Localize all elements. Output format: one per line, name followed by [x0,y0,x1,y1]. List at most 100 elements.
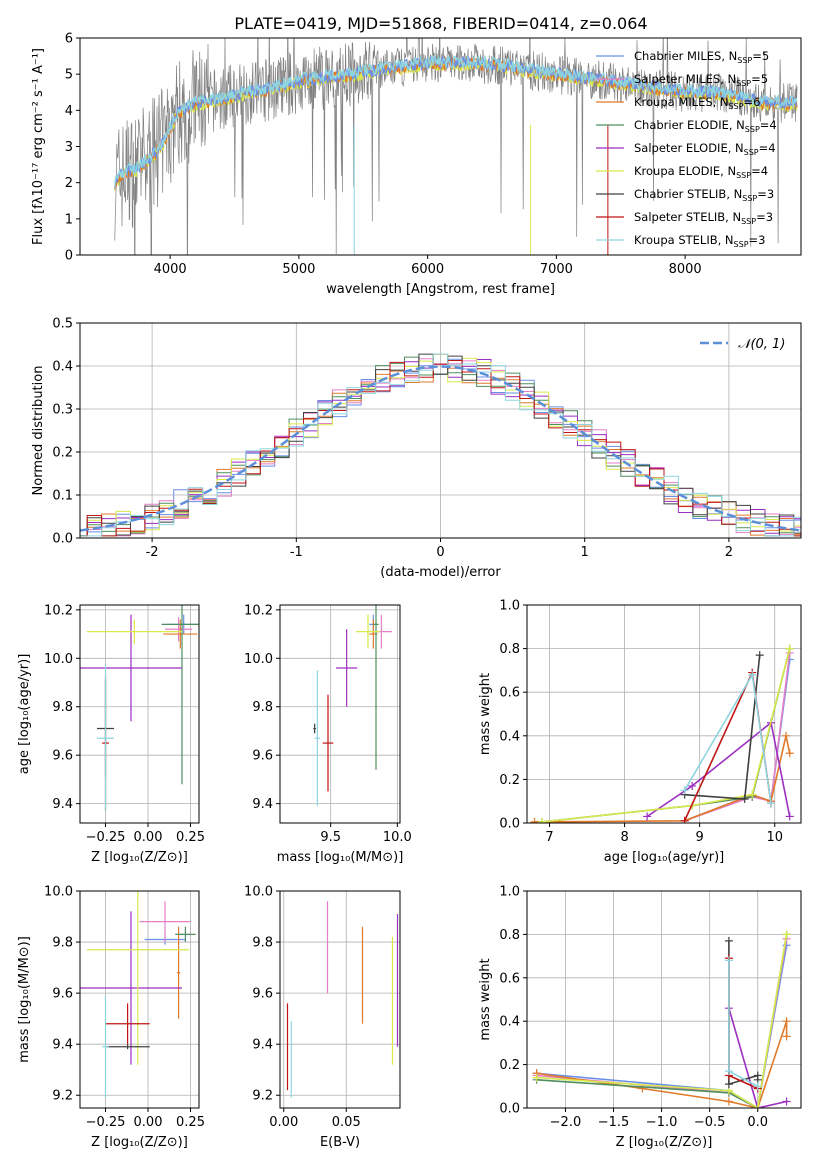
mass_vs_ebv-plot-area [286,901,399,1098]
legend-label-text: Salpeter STELIB, N [634,210,741,224]
y-tick-label: 9.4 [252,1038,273,1053]
legend-label-salpeter_miles: Salpeter MILES, NSSP=5 [634,72,768,88]
legend-label-tail: =3 [749,233,766,247]
y-tick-label: 1 [65,212,73,227]
x-tick-label: 6000 [411,262,444,277]
legend-label-salpeter_stelib: Salpeter STELIB, NSSP=3 [634,210,773,226]
legend-label-sub: SSP [741,217,756,226]
weight-marker-kroupa_stelib [724,956,733,965]
y-tick-label: 9.6 [252,749,273,764]
weight-marker-chabrier_stelib [740,795,749,804]
histogram-kroupa_stelib [80,353,801,537]
weight-marker-kroupa_miles [781,731,790,740]
legend-label-text: Salpeter MILES, N [634,72,736,86]
weight-marker-kroupa_elodie [532,1073,541,1082]
y-tick-label: 0.8 [499,642,520,657]
weight-marker-kroupa_elodie [538,817,547,823]
y-tick-label: 0.0 [52,532,73,547]
x-tick-label: 0.00 [134,830,163,845]
legend-label-text: Kroupa ELODIE, N [634,164,736,178]
weight-marker-kroupa_elodie [782,930,791,939]
legend-label-tail: =6 [744,95,761,109]
y-tick-label: 1.0 [499,885,520,900]
y-tick-label: 0 [65,249,73,264]
weight-marker-kroupa_miles [724,1097,733,1106]
y-tick-label: 9.4 [52,797,73,812]
x-tick-label: 1 [581,545,589,560]
x-tick-label: 0 [436,545,444,560]
axes-frame [279,890,401,1109]
axes-frame [79,890,200,1109]
age_vs_Z-panel: −0.25 0.00 0.25 9.4 9.6 9.8 10.0 10.2 Z [log₁₀(Z… [17,603,205,865]
y-tick-label: 9.6 [252,987,273,1002]
y-tick-label: 0.3 [52,403,73,418]
legend-label-text: Kroupa STELIB, N [634,233,734,247]
weight-marker-chabrier_stelib [755,651,764,660]
weight-marker-chabrier_stelib [724,936,733,945]
spectrum-panel: 4000 5000 6000 7000 8000 0 1 2 3 4 5 6 wavelength [A… [31,32,802,297]
x-tick-label: 0.25 [176,830,205,845]
legend-label-text: Kroupa MILES, N [634,95,729,109]
residuals-plot-area [80,353,801,537]
x-tick-label: 5000 [282,262,315,277]
model-spectrum-kroupa_stelib [114,53,798,188]
x-tick-label: 0.0 [747,1115,768,1130]
y-tick-label: 1.0 [499,599,520,614]
normal-curve [80,365,801,532]
weight-line-salpeter_miles [684,652,791,822]
weight-marker-chabrier_stelib [724,1080,733,1089]
y-axis-label: Flux [fλ10⁻¹⁷ erg cm⁻² s⁻¹ A⁻¹] [31,48,46,245]
y-tick-label: 9.2 [52,1089,73,1104]
y-tick-label: 5 [65,68,73,83]
weight-marker-kroupa_stelib [724,1067,733,1076]
weight-marker-kroupa_elodie [748,790,757,799]
y-axis-label: Normed distribution [31,366,46,496]
residuals-panel: -2 -1 0 1 2 0.0 0.1 0.2 0.3 0.4 0.5 (data-model)/er… [31,317,802,580]
legend-label-sub: SSP [729,102,744,111]
weight-line-salpeter_elodie [646,721,791,818]
x-tick-label: 4000 [154,262,187,277]
weight-marker-kroupa_stelib [748,670,757,679]
weight-marker-kroupa_stelib [680,786,689,795]
y-tick-label: 9.8 [252,700,273,715]
weight_vs_age-panel: 7 8 9 10 0.0 0.2 0.4 0.6 0.8 1.0 age [log₁₀(age/yr… [478,599,802,865]
y-tick-label: 0.2 [52,446,73,461]
legend-label-text: Chabrier MILES, N [634,49,737,63]
y-tick-label: 6 [65,32,73,47]
spectrum-plot-area [114,38,798,255]
x-axis-label: age [log₁₀(age/yr)] [604,850,725,865]
y-tick-label: 10.0 [244,652,273,667]
weight-line-kroupa_elodie [541,648,791,823]
x-axis-label: Z [log₁₀(Z/Z⊙)] [91,1135,188,1150]
weight-line-salpeter_elodie [728,1007,787,1108]
x-tick-label: -1 [290,545,303,560]
axes-frame [79,604,200,824]
legend-label-text: Chabrier ELODIE, N [634,118,745,132]
legend-label-kroupa_stelib: Kroupa STELIB, NSSP=3 [634,233,765,249]
x-tick-label: 9 [696,830,704,845]
x-tick-label: 0.00 [134,1115,163,1130]
x-axis-label: (data-model)/error [380,565,501,580]
y-axis-label: mass weight [478,673,493,755]
x-tick-label: 0.00 [269,1115,298,1130]
y-tick-label: 0.5 [52,317,73,332]
mass_vs_ebv-panel: 0.00 0.05 9.2 9.4 9.6 9.8 10.0 E(B-V) [244,885,401,1150]
x-tick-label: 9.5 [320,830,341,845]
mass_vs_Z-plot-area [80,891,196,1098]
y-tick-label: 9.4 [252,797,273,812]
legend-label-tail: =5 [751,72,768,86]
y-tick-label: 0.6 [499,686,520,701]
x-tick-label: 7000 [540,262,573,277]
legend-label-chabrier_stelib: Chabrier STELIB, NSSP=3 [634,187,774,203]
x-axis-label: Z [log₁₀(Z/Z⊙)] [91,850,188,865]
weight-marker-kroupa_miles [782,1032,791,1041]
x-tick-label: −1.5 [598,1115,630,1130]
y-tick-label: 0.4 [499,1015,520,1030]
legend-label-sub: SSP [734,240,749,249]
legend-label-kroupa_elodie: Kroupa ELODIE, NSSP=4 [634,164,768,180]
legend-label-tail: =3 [757,187,774,201]
legend-label-sub: SSP [736,79,751,88]
legend-label-sub: SSP [745,125,760,134]
y-tick-label: 9.2 [252,1089,273,1104]
y-tick-label: 0.6 [499,971,520,986]
